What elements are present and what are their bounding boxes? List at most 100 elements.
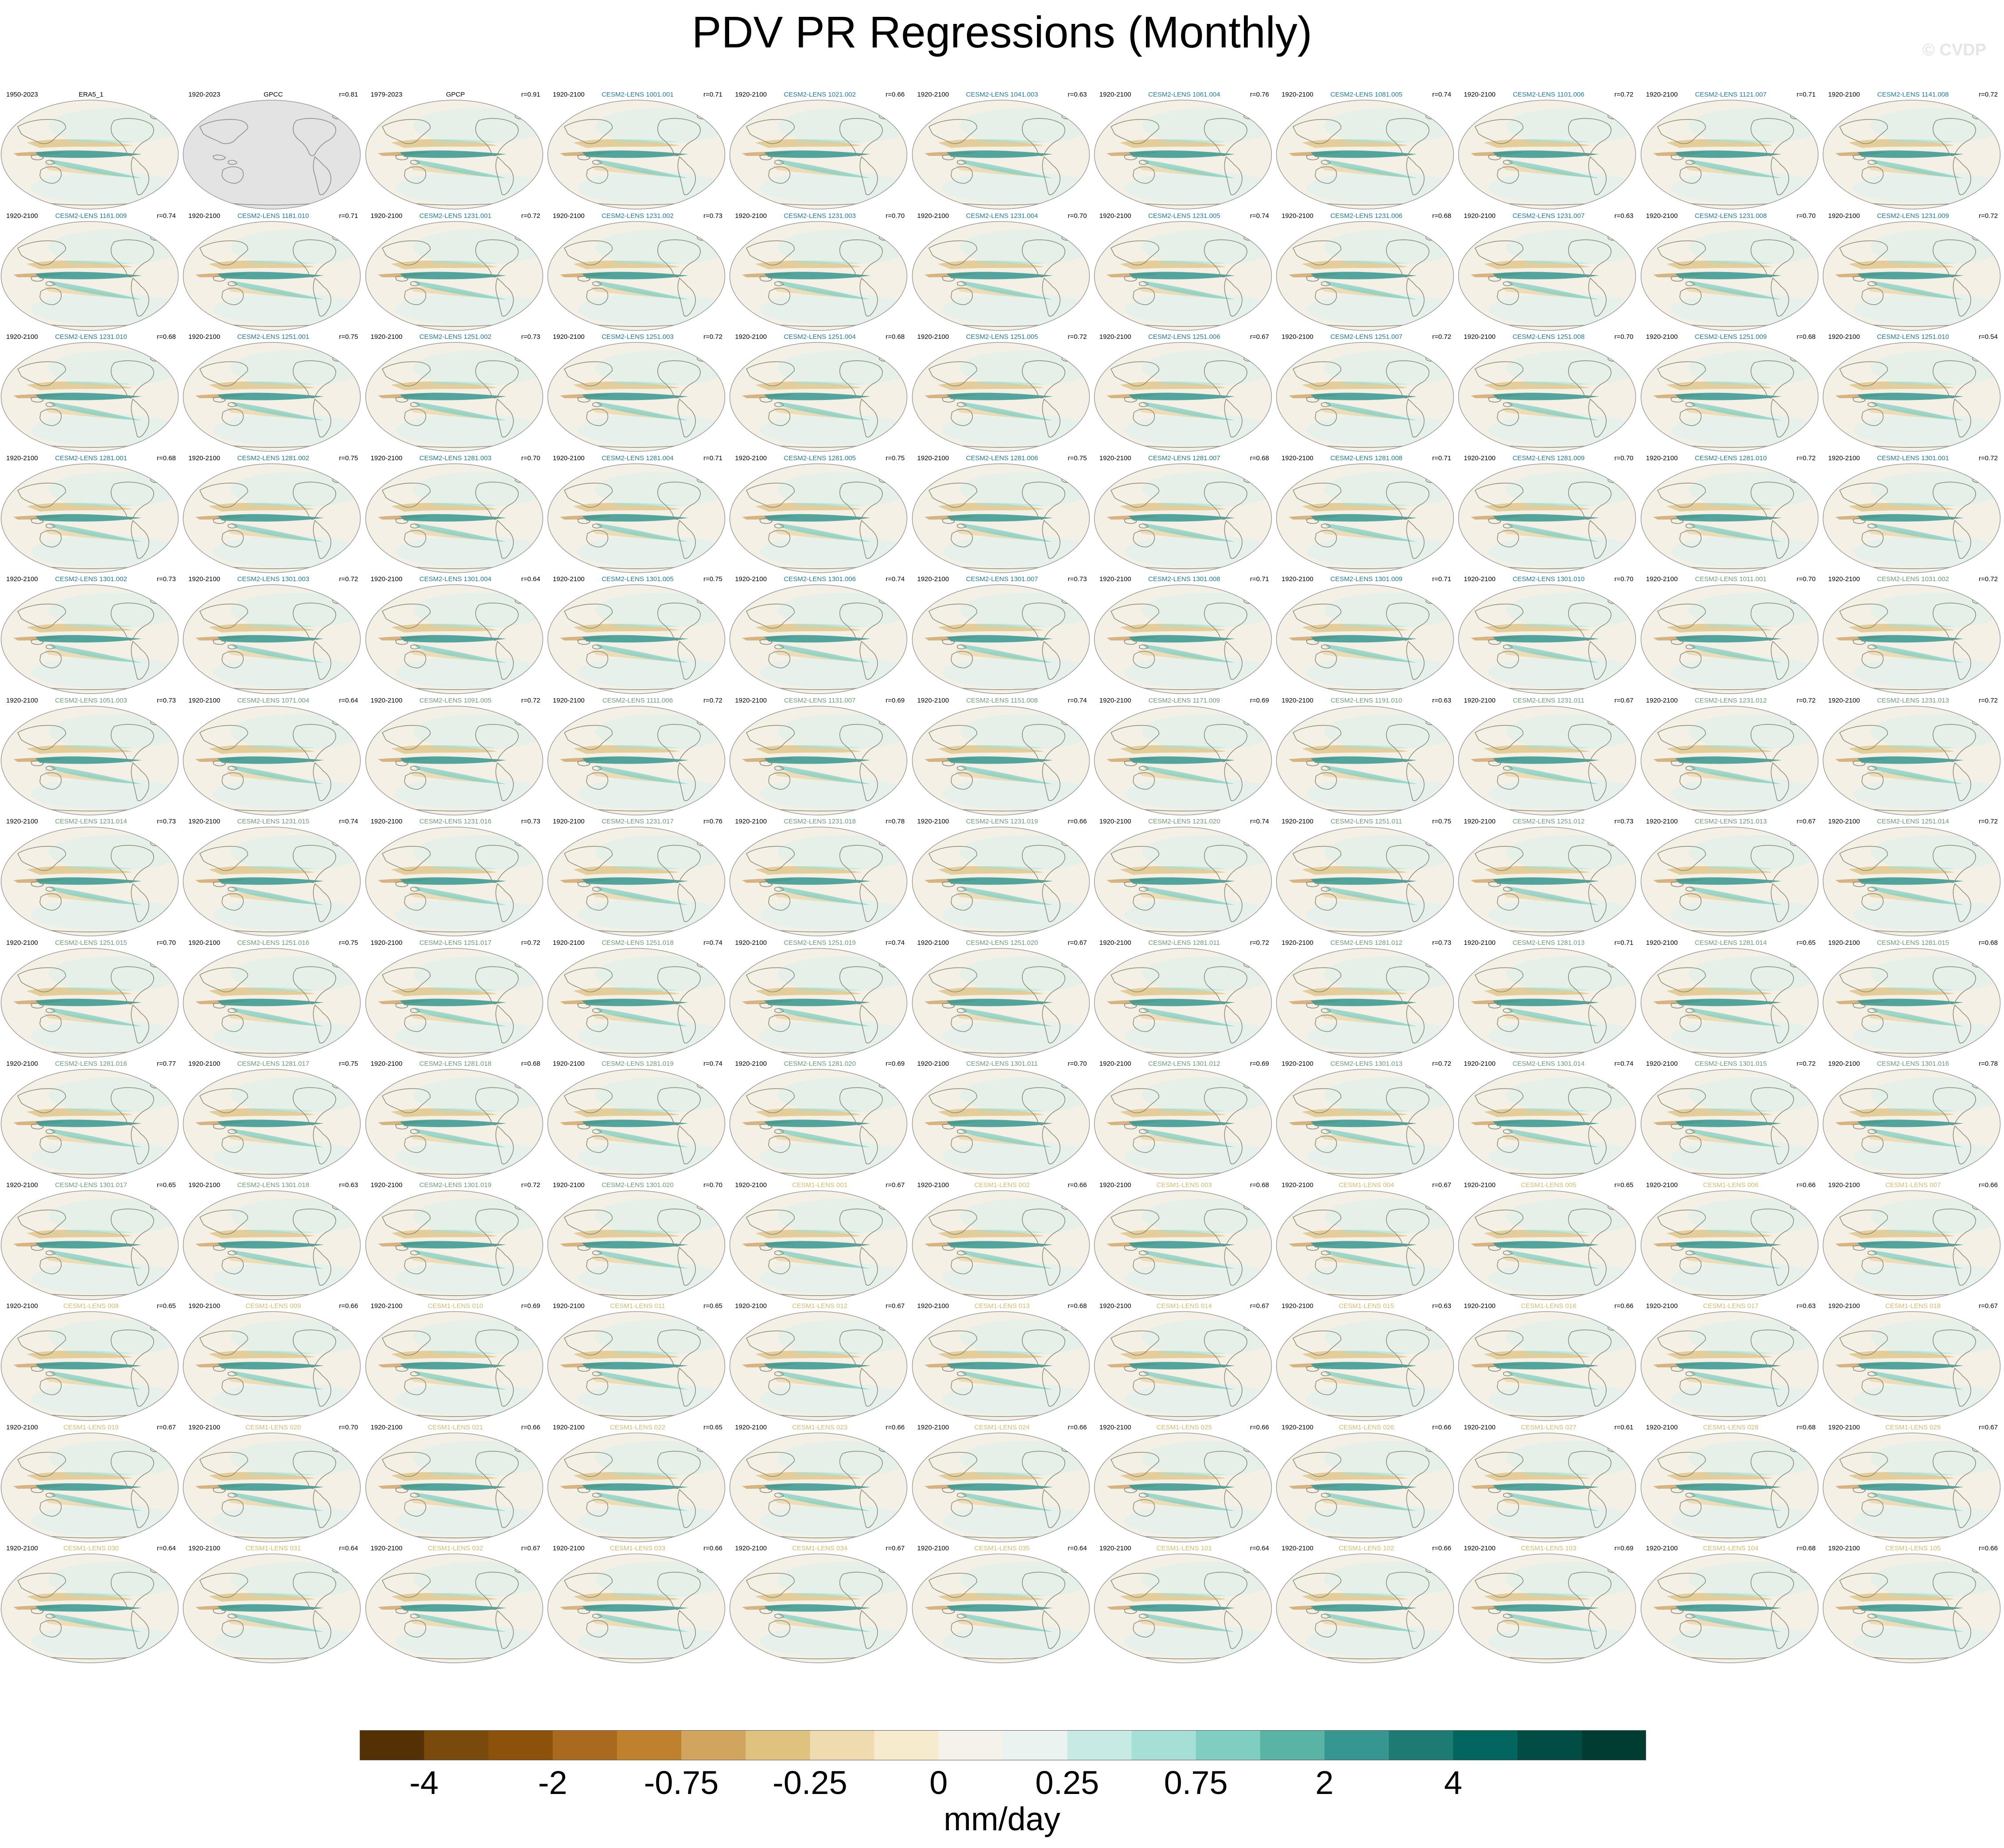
- coastline: [39, 408, 62, 426]
- coastline: [577, 276, 590, 282]
- coastline: [213, 518, 226, 524]
- coastline: [1306, 155, 1320, 160]
- map-panel: CESM2-LENS 1011.001 1920-2100 r=0.70: [1640, 573, 1822, 695]
- coastline: [1588, 277, 1607, 316]
- map-panel: CESM1-LENS 032 1920-2100 r=0.67: [365, 1542, 547, 1664]
- coastline: [1138, 887, 1149, 892]
- dry-anomaly-band-north: [209, 987, 315, 996]
- panel-title: CESM2-LENS 1251.019: [784, 939, 856, 947]
- coastline: [313, 520, 332, 559]
- panel-years: 1920-2100: [1099, 818, 1131, 825]
- coastline: [1386, 360, 1429, 399]
- panel-title: CESM2-LENS 1031.002: [1877, 575, 1949, 583]
- panel-correlation: r=0.68: [157, 333, 176, 341]
- map-plot: [183, 342, 361, 452]
- dry-anomaly-band-north: [755, 866, 862, 875]
- wet-anomaly-band-equator: [764, 272, 871, 279]
- wet-anomaly-band-equator: [400, 150, 506, 158]
- map-outline: [1822, 584, 2001, 694]
- panel-correlation: r=0.54: [1979, 333, 1998, 341]
- map-outline: [365, 463, 543, 573]
- coastline: [1839, 846, 1888, 871]
- panel-years: 1920-2100: [1646, 1423, 1678, 1431]
- coastline: [563, 725, 613, 750]
- coastline: [1021, 481, 1065, 520]
- coastline: [410, 644, 420, 649]
- map-plot: [365, 947, 543, 1058]
- coastline: [1204, 360, 1247, 399]
- dry-anomaly-band-north: [1849, 139, 1955, 148]
- coastline: [404, 1014, 426, 1032]
- map-panel: CESM2-LENS 1231.010 1920-2100 r=0.68: [0, 331, 182, 452]
- coastline: [950, 651, 973, 668]
- wet-anomaly-band-equator: [582, 150, 688, 158]
- map-panel: CESM2-LENS 1281.006 1920-2100 r=0.75: [911, 452, 1093, 574]
- panel-correlation: r=0.73: [157, 575, 176, 583]
- coastline: [677, 520, 696, 559]
- coastline: [111, 360, 154, 399]
- panel-correlation: r=0.72: [1068, 333, 1087, 341]
- map-panel: CESM2-LENS 1301.018 1920-2100 r=0.63: [182, 1179, 364, 1301]
- map-plot: [365, 221, 543, 331]
- panel-years: 1920-2100: [370, 1302, 403, 1310]
- coastline: [677, 156, 696, 195]
- panel-title: CESM2-LENS 1231.008: [1694, 212, 1767, 220]
- colorbar-swatch: [1389, 1730, 1453, 1760]
- map-outline: [547, 947, 726, 1058]
- map-panel: CESM2-LENS 1281.008 1920-2100 r=0.71: [1275, 452, 1457, 574]
- wet-anomaly-band-equator: [1857, 756, 1964, 764]
- coastline: [1503, 765, 1513, 771]
- dry-anomaly-band-north: [573, 139, 680, 148]
- coastline: [213, 881, 226, 887]
- map-outline: [1640, 705, 1818, 815]
- map-outline: [547, 221, 726, 331]
- coastline: [313, 641, 332, 680]
- panel-years: 1920-2100: [552, 1181, 585, 1189]
- panel-title: CESM2-LENS 1191.010: [1330, 696, 1402, 704]
- map-panel: CESM2-LENS 1251.005 1920-2100 r=0.72: [911, 331, 1093, 452]
- coastline: [586, 651, 608, 668]
- coastline: [39, 772, 62, 790]
- coastline: [1293, 725, 1342, 750]
- panel-years: 1920-2100: [1828, 1181, 1860, 1189]
- panel-years: 1920-2100: [1099, 1423, 1131, 1431]
- wet-anomaly-band-equator: [1493, 272, 1600, 279]
- coastline: [221, 651, 244, 668]
- map-plot: [547, 705, 726, 815]
- coastline: [1853, 881, 1866, 887]
- panel-correlation: r=0.74: [339, 818, 358, 825]
- coastline: [859, 398, 878, 438]
- map-plot: [183, 827, 361, 936]
- coastline: [859, 277, 878, 316]
- map-panel: CESM1-LENS 029 1920-2100 r=0.67: [1822, 1421, 2004, 1543]
- coastline: [1657, 361, 1706, 387]
- coastline: [131, 1004, 149, 1043]
- coastline: [657, 966, 701, 1004]
- wet-anomaly-band-equator: [764, 150, 871, 158]
- panel-years: 1920-2100: [370, 454, 403, 462]
- coastline: [395, 276, 408, 282]
- map-outline: [729, 584, 908, 694]
- coastline: [577, 518, 590, 524]
- coastline: [1685, 160, 1695, 165]
- map-panel: CESM2-LENS 1281.004 1920-2100 r=0.71: [547, 452, 729, 574]
- coastline: [1953, 156, 1971, 195]
- coastline: [1475, 240, 1524, 265]
- coastline: [1868, 402, 1877, 407]
- coastline: [1685, 1008, 1695, 1013]
- coastline: [293, 239, 337, 277]
- coastline: [1568, 239, 1612, 277]
- panel-title: CESM2-LENS 1301.006: [784, 575, 856, 583]
- map-plot: [0, 100, 179, 210]
- coastline: [759, 1002, 773, 1009]
- panel-correlation: r=0.71: [1250, 575, 1269, 583]
- panel-years: 1920-2100: [1828, 818, 1860, 825]
- coastline: [1315, 166, 1337, 184]
- coastline: [1041, 277, 1060, 316]
- coastline: [1123, 518, 1137, 524]
- coastline: [1588, 641, 1607, 680]
- coastline: [1315, 530, 1337, 547]
- dry-anomaly-band-north: [937, 139, 1044, 148]
- map-plot: [1094, 1553, 1272, 1663]
- dry-anomaly-band-north: [573, 381, 680, 390]
